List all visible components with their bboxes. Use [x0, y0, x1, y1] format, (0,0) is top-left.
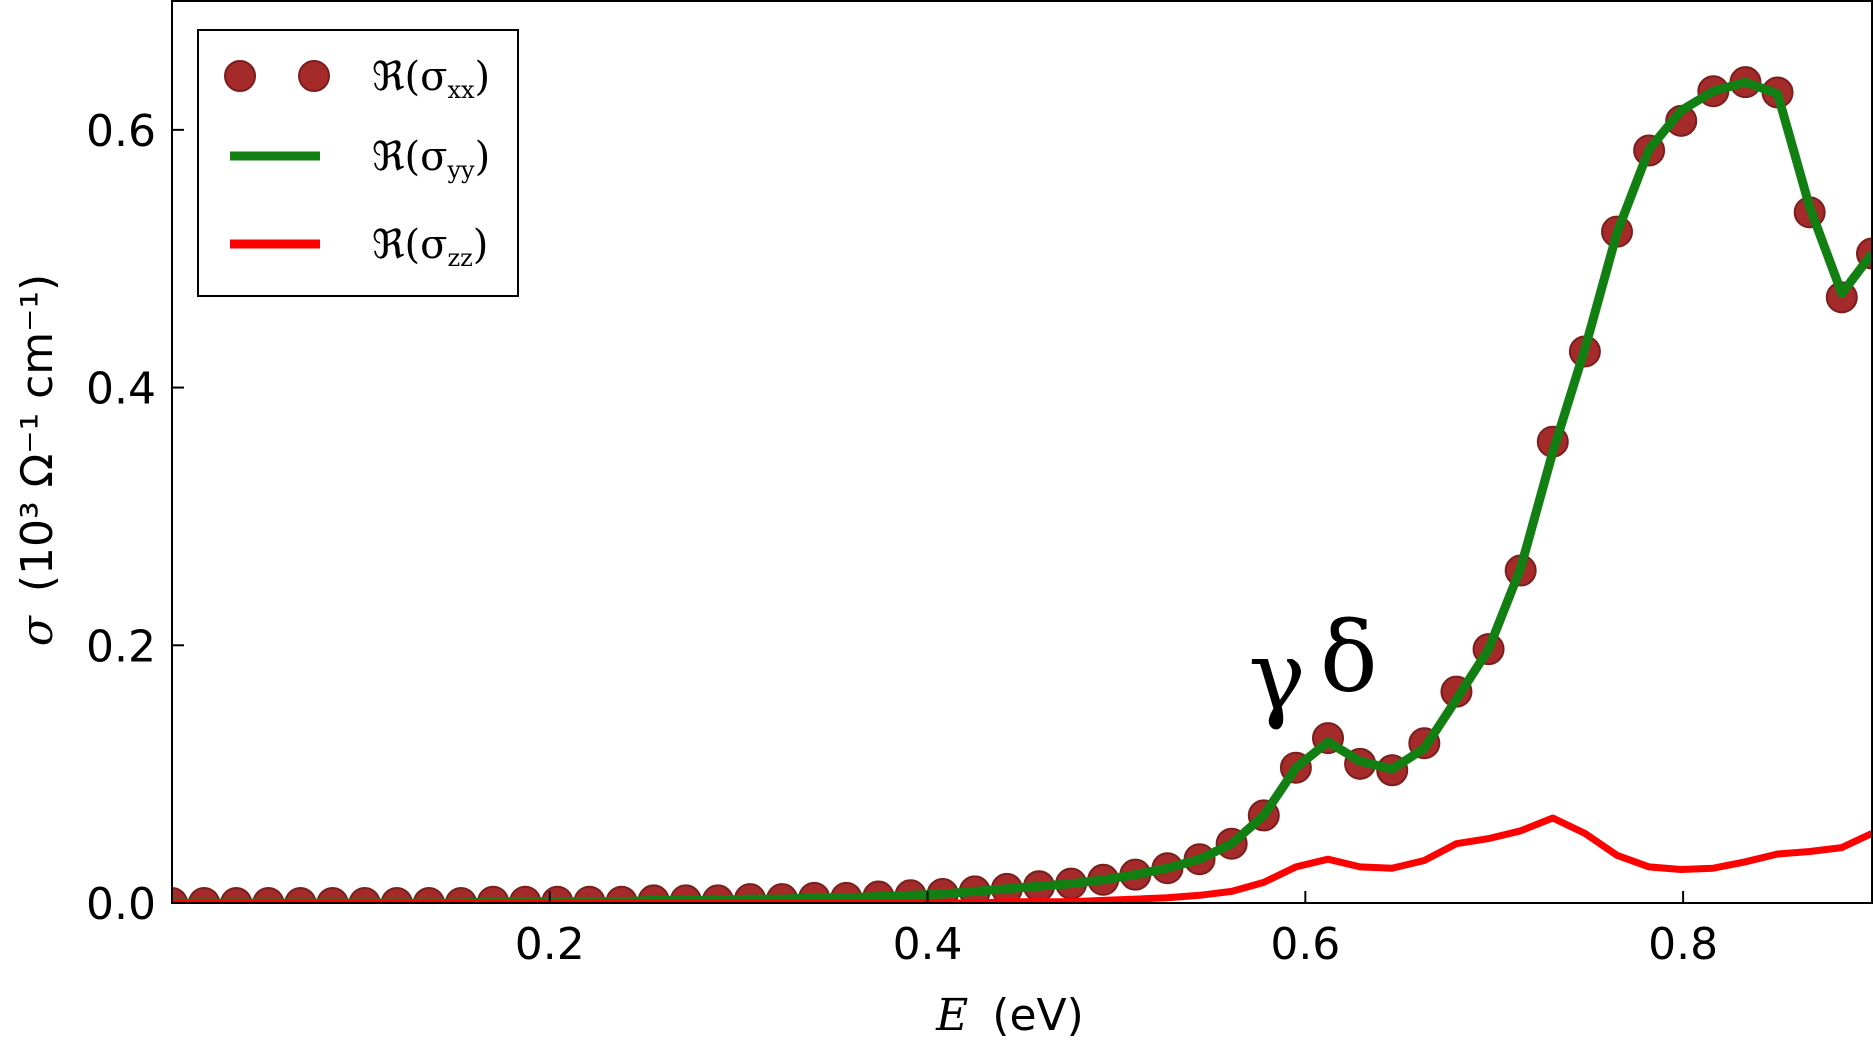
legend-marker-xx — [298, 60, 330, 92]
y-tick-label: 0.4 — [86, 364, 156, 415]
x-tick-label: 0.2 — [515, 919, 585, 970]
x-tick-label: 0.8 — [1648, 919, 1718, 970]
plot-frame — [171, 0, 1873, 904]
legend-marker-xx — [224, 60, 256, 92]
x-axis-label: E (eV) — [935, 990, 1084, 1041]
annotation-label: γ — [1248, 621, 1305, 733]
legend-label-zz: ℜ(σzz) — [372, 222, 488, 272]
y-axis-label: σ (10³ Ω⁻¹ cm⁻¹) — [12, 274, 63, 646]
y-axis-label-var: σ — [12, 614, 63, 646]
y-tick-label: 0.2 — [86, 621, 156, 672]
x-tick-label: 0.6 — [1270, 919, 1340, 970]
x-axis-label-var: E — [935, 990, 968, 1041]
y-tick-label: 0.6 — [86, 106, 156, 157]
y-axis: 0.0 0.2 0.4 0.6 — [86, 106, 184, 930]
y-axis-label-unit: (10³ Ω⁻¹ cm⁻¹) — [12, 274, 63, 592]
x-axis-label-unit: (eV) — [992, 990, 1084, 1041]
legend: ℜ(σxx) ℜ(σyy) ℜ(σzz) — [197, 29, 519, 297]
annotation-label: δ — [1320, 601, 1378, 713]
y-tick-label: 0.0 — [86, 879, 156, 930]
x-tick-label: 0.4 — [893, 919, 963, 970]
legend-label-xx: ℜ(σxx) — [372, 54, 490, 104]
legend-label-yy: ℜ(σyy) — [372, 134, 490, 184]
x-axis: 0.2 0.4 0.6 0.8 — [515, 891, 1718, 970]
